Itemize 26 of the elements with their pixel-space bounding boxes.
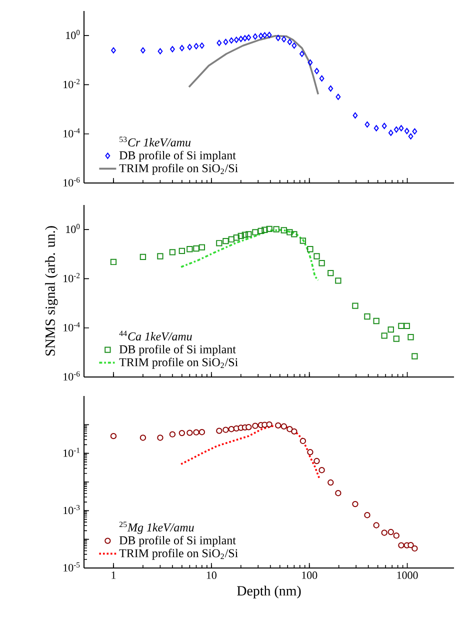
legend-label: TRIM profile on SiO$_{2}$/Si (119, 358, 238, 369)
legend-label: DB profile of Si implant (119, 536, 236, 547)
y-tick-label: 10$^{-3}$ (64, 505, 80, 514)
y-tick-label: 10$^{-6}$ (64, 177, 80, 186)
legend-label: TRIM profile on SiO$_{2}$/Si (119, 548, 238, 560)
y-tick-label: 10$^{-6}$ (64, 371, 80, 380)
legend-title: $^{25}$Mg 1keV/amu (119, 522, 194, 534)
y-axis-title: SNMS signal (arb. un.) (45, 226, 58, 356)
y-tick-label: 10$^{-4}$ (64, 128, 80, 138)
y-tick-label: 10$^{-2}$ (64, 273, 80, 282)
y-tick-label: 10$^{-4}$ (64, 322, 80, 332)
y-tick-label: 10$^{0}$ (66, 224, 80, 234)
x-tick-label: 1 (112, 572, 116, 579)
x-tick-label: 1000 (397, 572, 418, 579)
legend-title: $^{53}$Cr 1keV/amu (120, 136, 191, 147)
legend-title: $^{44}$Ca 1keV/amu (119, 330, 192, 341)
x-axis-title: Depth (nm) (237, 586, 301, 598)
x-tick-label: 10 (206, 572, 216, 579)
y-tick-label: 10$^{0}$ (66, 30, 80, 40)
x-tick-label: 100 (302, 572, 318, 579)
y-tick-label: 10$^{-5}$ (64, 562, 80, 572)
y-tick-label: 10$^{-1}$ (64, 448, 80, 457)
legend-label: TRIM profile on SiO$_{2}$/Si (119, 164, 238, 175)
y-tick-label: 10$^{-2}$ (64, 79, 80, 88)
legend-label: DB profile of Si implant (119, 150, 236, 162)
legend-label: DB profile of Si implant (119, 344, 236, 356)
